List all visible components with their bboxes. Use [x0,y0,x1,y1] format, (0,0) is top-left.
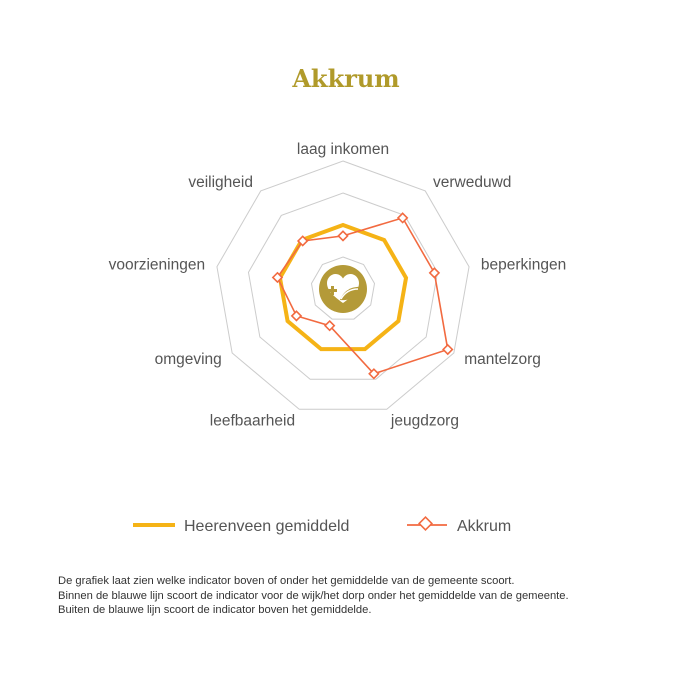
axis-label: omgeving [155,351,222,368]
axis-label: veiligheid [188,174,253,191]
footnote-line: De grafiek laat zien welke indicator bov… [58,575,515,587]
page-title: Akkrum [291,64,399,93]
grid-ring [247,192,439,380]
axis-label: laag inkomen [297,141,389,158]
data-point-marker [323,319,336,332]
data-point-marker [368,368,380,380]
footnote-line: Binnen de blauwe lijn scoort de indicato… [58,589,569,602]
axis-label: verweduwd [433,174,511,191]
axis-label: leefbaarheid [210,413,295,430]
legend: Heerenveen gemiddeld Akkrum [133,516,511,535]
axis-label: beperkingen [481,257,566,274]
data-point-marker [271,271,284,284]
data-point-marker [290,310,303,322]
data-point-marker [396,212,409,224]
akkrum-series [271,212,454,380]
data-point-marker [442,343,454,356]
axis-label: voorzieningen [109,257,206,274]
akkrum-series-line [276,216,449,375]
legend-average-label: Heerenveen gemiddeld [184,518,349,535]
axis-label: jeugdzorg [390,413,459,430]
footnote: De grafiek laat zien welke indicator bov… [58,574,668,618]
axis-label: mantelzorg [464,351,541,368]
grid-ring [216,160,470,410]
grid-ring [310,256,376,320]
data-point-marker [296,235,309,247]
data-point-marker [337,230,349,242]
center-badge [319,265,367,313]
axis-labels: laag inkomen verweduwd beperkingen mantelzo… [109,141,567,430]
footnote-line: Buiten de blauwe lijn scoort de indicato… [58,604,372,617]
legend-series-marker [418,516,433,531]
legend-series-label: Akkrum [457,518,511,535]
data-point-marker [428,267,441,279]
heart-leaf-plus-icon [327,274,362,303]
